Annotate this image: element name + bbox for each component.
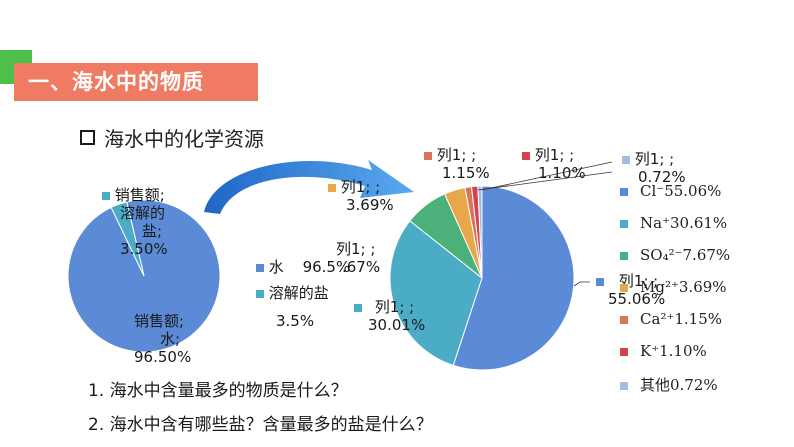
- right-legend-item: Cl⁻55.06%: [620, 182, 721, 200]
- leader-line-cl: [573, 281, 590, 287]
- bullet-square-icon: [80, 130, 95, 145]
- legend-swatch: [102, 192, 110, 200]
- legend-swatch: [620, 348, 628, 356]
- left-pie-chart: [67, 199, 221, 353]
- right-legend-item: Mg²⁺3.69%: [620, 278, 727, 296]
- right-label-mg: 列1; ; 3.69%: [328, 178, 394, 214]
- right-legend-item: SO₄²⁻7.67%: [620, 246, 730, 264]
- legend-text: Cl⁻55.06%: [640, 182, 722, 200]
- label-line: 列1; ;: [374, 298, 415, 316]
- legend-swatch: [620, 382, 628, 390]
- legend-swatch: [620, 188, 628, 196]
- legend-swatch: [354, 304, 362, 312]
- right-legend-item: 其他0.72%: [620, 374, 718, 395]
- label-line: 列1; ;: [618, 272, 659, 290]
- right-label-na: 列1; ; 30.01%: [354, 298, 425, 334]
- label-line: 96.50%: [134, 348, 192, 366]
- label-line: 溶解的: [120, 204, 166, 222]
- pie-slice-cl: [452, 185, 575, 371]
- right-label-k: 列1; ; 1.10%: [522, 146, 586, 182]
- right-legend-item: K⁺1.10%: [620, 342, 707, 360]
- leader-line-k: [481, 161, 613, 191]
- label-line: 列1; ;: [336, 240, 376, 258]
- left-pie-label-water: 销售额; 水; 96.50%: [134, 312, 191, 366]
- legend-text: 其他0.72%: [640, 376, 718, 394]
- label-line: 销售额;: [114, 186, 165, 204]
- label-line: 水;: [160, 330, 181, 348]
- right-label-other: 列1; ; 0.72%: [622, 150, 686, 186]
- label-line: 销售额;: [134, 312, 185, 330]
- question-1: 1. 海水中含量最多的物质是什么？: [88, 381, 348, 401]
- right-label-ca: 列1; ; 1.15%: [424, 146, 490, 182]
- label-line: 1.10%: [538, 164, 586, 182]
- legend-text: SO₄²⁻7.67%: [640, 246, 731, 264]
- label-line: 列1; ;: [340, 178, 381, 196]
- label-line: .67%: [342, 258, 381, 276]
- legend-swatch: [256, 290, 264, 298]
- right-legend-item: Ca²⁺1.15%: [620, 310, 722, 328]
- right-label-cl: 列1; ; 55.06%: [596, 272, 665, 308]
- pie-slice-other: [477, 185, 483, 279]
- label-line: 3.69%: [346, 196, 394, 214]
- legend-name: 溶解的盐: [268, 284, 329, 302]
- label-line: 列1; ;: [634, 150, 675, 168]
- curved-arrow-icon: [204, 160, 414, 214]
- label-line: 0.72%: [638, 168, 686, 186]
- legend-text: Mg²⁺3.69%: [640, 278, 727, 296]
- legend-swatch: [620, 220, 628, 228]
- legend-swatch: [424, 152, 432, 160]
- legend-swatch: [256, 264, 264, 272]
- legend-swatch: [620, 252, 628, 260]
- label-line: 1.15%: [442, 164, 490, 182]
- left-legend-salt: 溶解的盐: [256, 284, 329, 302]
- legend-name: 水: [268, 258, 284, 276]
- pie-slice-salt: [110, 201, 145, 277]
- legend-swatch: [328, 184, 336, 192]
- legend-swatch: [620, 316, 628, 324]
- section-title: 一、海水中的物质: [28, 70, 204, 94]
- leader-line-ca: [477, 171, 613, 191]
- legend-swatch: [622, 156, 630, 164]
- legend-value: 96.5%: [302, 258, 351, 276]
- left-legend-water: 水 96.5%: [256, 258, 350, 276]
- subtitle: 海水中的化学资源: [104, 127, 264, 151]
- legend-swatch: [522, 152, 530, 160]
- left-legend-salt-value: 3.5%: [276, 312, 315, 330]
- pie-slice-na: [389, 220, 483, 367]
- legend-text: K⁺1.10%: [640, 342, 707, 360]
- label-line: 3.50%: [120, 240, 168, 258]
- label-line: 30.01%: [368, 316, 426, 334]
- right-label-so4: 列1; ; .67%: [336, 240, 380, 276]
- right-pie-chart: [389, 185, 575, 371]
- question-2: 2. 海水中含有哪些盐？含量最多的盐是什么？: [88, 415, 433, 435]
- legend-text: Ca²⁺1.15%: [640, 310, 723, 328]
- left-pie-label-salt: 销售额; 溶解的 盐; 3.50%: [102, 186, 168, 258]
- section-banner: 一、海水中的物质: [14, 63, 258, 101]
- legend-swatch: [620, 284, 628, 292]
- legend-swatch: [596, 278, 604, 286]
- label-line: 列1; ;: [436, 146, 477, 164]
- right-legend-item: Na⁺30.61%: [620, 214, 727, 232]
- label-line: 盐;: [142, 222, 163, 240]
- label-line: 55.06%: [608, 290, 666, 308]
- label-line: 列1; ;: [534, 146, 575, 164]
- legend-text: Na⁺30.61%: [640, 214, 728, 232]
